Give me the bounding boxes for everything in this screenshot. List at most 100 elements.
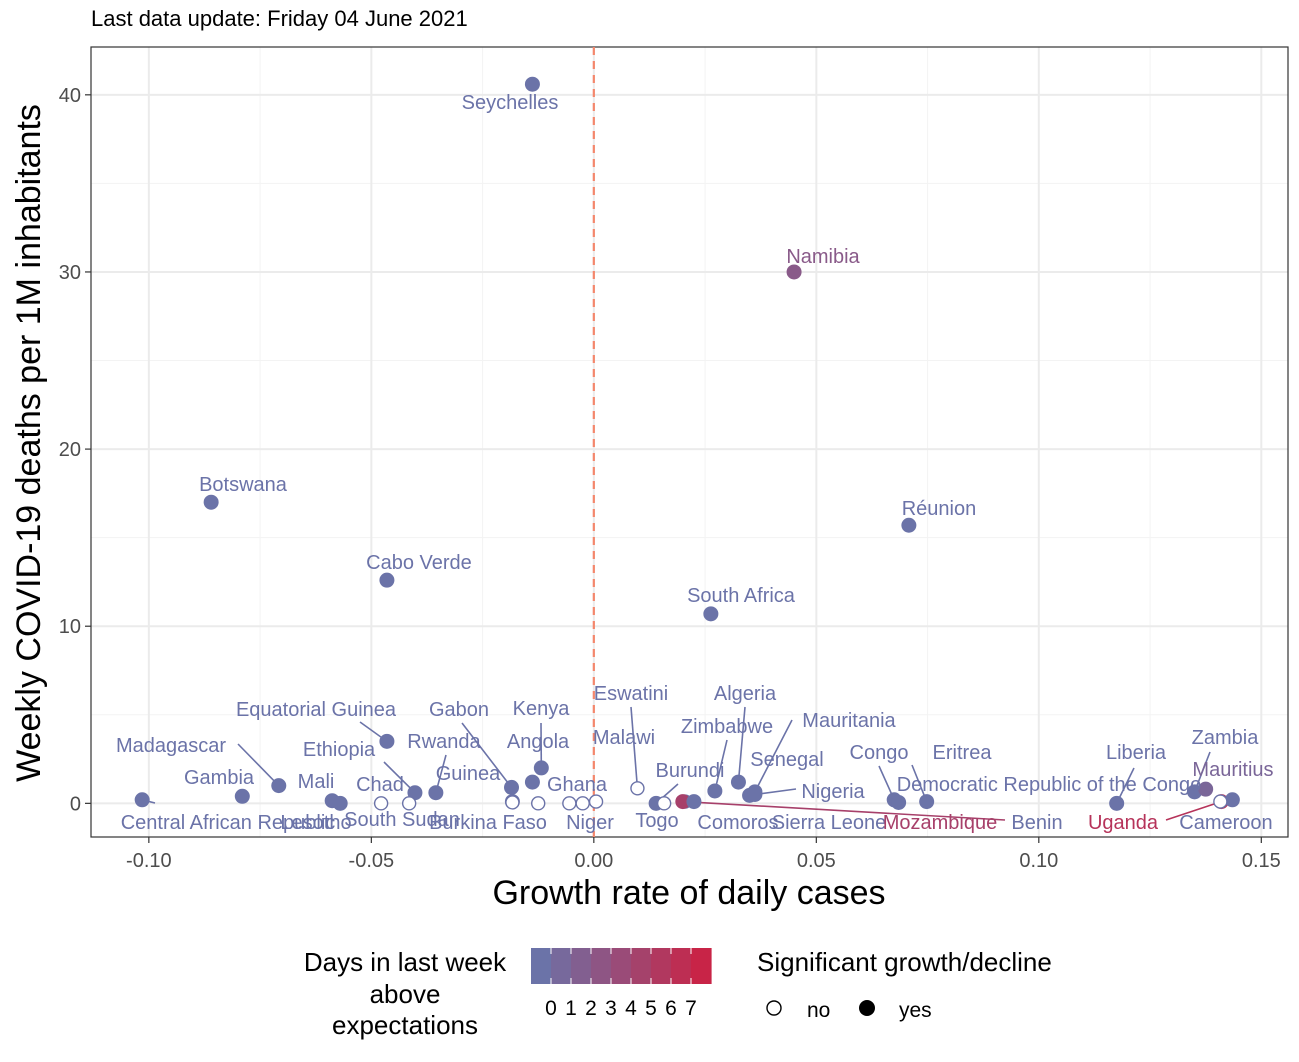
point-gambia xyxy=(234,788,250,804)
point-south-africa xyxy=(703,606,719,622)
legend-colorbar-segment xyxy=(531,948,552,984)
label-zimbabwe: Zimbabwe xyxy=(681,716,773,738)
y-tick-label: 20 xyxy=(59,439,81,461)
point-kenya xyxy=(533,760,549,776)
point-namibia xyxy=(786,264,802,280)
label-mali: Mali xyxy=(298,771,335,793)
y-tick-label: 30 xyxy=(59,262,81,284)
label-lesotho: Lesotho xyxy=(280,812,351,834)
label-democratic-republic-of-the-congo: Democratic Republic of the Congo xyxy=(897,774,1202,796)
label-mauritius: Mauritius xyxy=(1192,759,1273,781)
label-eritrea: Eritrea xyxy=(933,742,993,764)
point-eswatini xyxy=(630,781,645,796)
label-angola: Angola xyxy=(507,731,570,753)
label-gambia: Gambia xyxy=(184,767,255,789)
point-botswana xyxy=(203,494,219,510)
y-axis-title: Weekly COVID-19 deaths per 1M inhabitant… xyxy=(10,104,48,782)
legend-colorbar-label: 6 xyxy=(665,997,677,1020)
point-seychelles xyxy=(524,76,540,92)
grid-lines xyxy=(91,47,1288,837)
point-cameroon xyxy=(1224,792,1240,808)
legend-colorbar-segment xyxy=(591,948,612,984)
label-comoros: Comoros xyxy=(697,812,778,834)
label-guinea: Guinea xyxy=(436,763,501,785)
legend-colorbar-segment xyxy=(611,948,632,984)
leader-mozambique xyxy=(682,800,1006,821)
label-zambia: Zambia xyxy=(1192,727,1260,749)
legend-colorbar-segment xyxy=(551,948,572,984)
legend-colorbar-label: 4 xyxy=(625,997,637,1020)
legend-colorbar-label: 1 xyxy=(565,997,577,1020)
label-mozambique: Mozambique xyxy=(883,812,998,834)
legend-open-circle-icon xyxy=(766,1000,782,1016)
label-burkina-faso: Burkina Faso xyxy=(429,812,547,834)
y-tick-label: 40 xyxy=(59,85,81,107)
label-cameroon: Cameroon xyxy=(1179,812,1272,834)
label-madagascar: Madagascar xyxy=(116,735,226,757)
label-uganda: Uganda xyxy=(1088,812,1159,834)
legend-shape-no: no xyxy=(807,999,830,1022)
y-tick-label: 10 xyxy=(59,616,81,638)
legend-color-title: above xyxy=(370,979,441,1009)
point-benin xyxy=(686,794,702,810)
point-gabon xyxy=(504,779,520,795)
label-malawi: Malawi xyxy=(593,727,655,749)
x-tick-label: -0.05 xyxy=(349,850,395,872)
label-rwanda: Rwanda xyxy=(407,731,481,753)
point-central-african-republic xyxy=(134,792,150,808)
x-tick-label: 0.15 xyxy=(1242,850,1281,872)
legend-colorbar-label: 0 xyxy=(545,997,557,1020)
point-ghana xyxy=(562,796,577,811)
point-burkina-faso xyxy=(505,795,520,810)
legend-colorbar-segment xyxy=(671,948,692,984)
legend-colorbar-segment xyxy=(691,948,712,984)
x-tick-label: -0.10 xyxy=(126,850,172,872)
point-algeria xyxy=(730,774,746,790)
point-democratic-republic-of-the-congo xyxy=(891,794,907,810)
point-togo xyxy=(575,796,590,811)
label-benin: Benin xyxy=(1011,812,1062,834)
label-central-african-republic: Central African Republic xyxy=(121,812,336,834)
point-r-union xyxy=(901,517,917,533)
label-chad: Chad xyxy=(356,774,404,796)
leader-madagascar xyxy=(237,743,280,787)
label-nigeria: Nigeria xyxy=(801,781,865,803)
legend-colorbar-segment xyxy=(631,948,652,984)
leader-algeria xyxy=(737,706,746,783)
point-cabo-verde xyxy=(379,572,395,588)
point-angola xyxy=(524,774,540,790)
label-sierra-leone: Sierra Leone xyxy=(772,812,887,834)
legend-colorbar-segment xyxy=(571,948,592,984)
label-ghana: Ghana xyxy=(547,774,608,796)
leader-zimbabwe xyxy=(714,739,728,792)
point-mozambique xyxy=(675,794,691,810)
label-burundi: Burundi xyxy=(656,760,725,782)
legend-color-title: expectations xyxy=(332,1010,478,1040)
legend-filled-circle-icon xyxy=(859,1000,875,1016)
x-tick-label: 0.05 xyxy=(797,850,836,872)
label-togo: Togo xyxy=(635,810,678,832)
label-congo: Congo xyxy=(850,742,909,764)
leader-gabon xyxy=(461,722,513,788)
point-unlabeled xyxy=(1213,794,1228,809)
label-gabon: Gabon xyxy=(429,699,489,721)
label-r-union: Réunion xyxy=(902,498,977,520)
label-cabo-verde: Cabo Verde xyxy=(366,552,472,574)
point-malawi xyxy=(588,794,604,809)
point-niger xyxy=(531,796,546,811)
point-rwanda xyxy=(428,785,444,801)
label-namibia: Namibia xyxy=(786,246,860,268)
leader-eswatini xyxy=(630,706,639,789)
point-chad xyxy=(373,796,389,811)
label-algeria: Algeria xyxy=(714,683,777,705)
legend-colorbar-label: 2 xyxy=(585,997,597,1020)
label-south-africa: South Africa xyxy=(687,585,796,607)
legend-color-title: Days in last week xyxy=(304,947,507,977)
legend-colorbar-label: 3 xyxy=(605,997,617,1020)
point-comoros xyxy=(656,796,672,811)
label-eswatini: Eswatini xyxy=(594,683,668,705)
label-south-sudan: South Sudan xyxy=(344,809,460,831)
point-labels: Seychelles Namibia Botswana Réunion Cabo Ver… xyxy=(116,92,1274,834)
